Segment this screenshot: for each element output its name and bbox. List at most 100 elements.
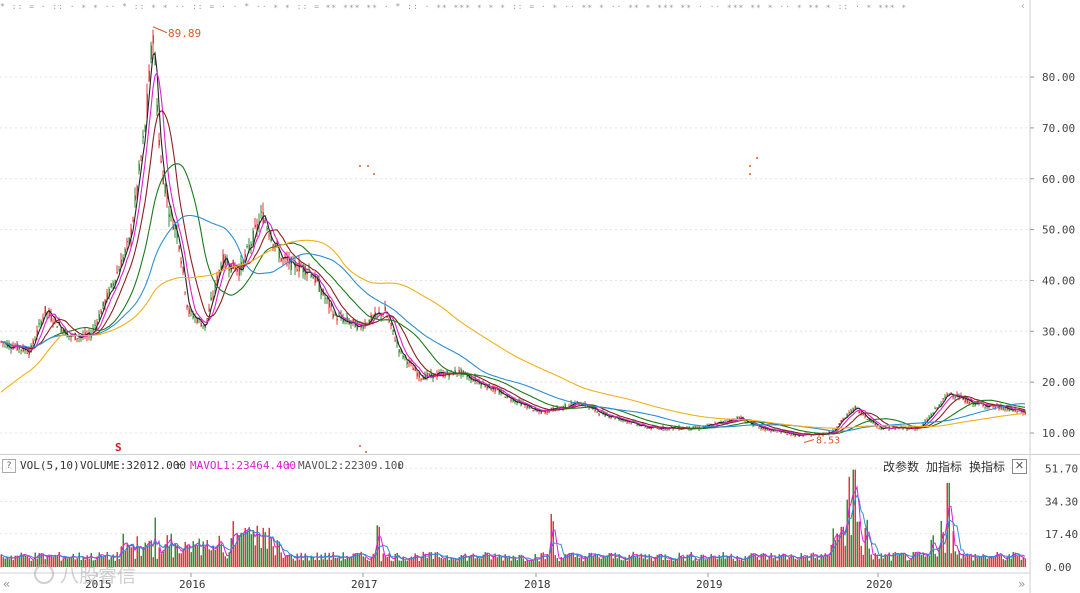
candle-body xyxy=(702,426,704,428)
volume-bar xyxy=(904,553,906,567)
volume-bar xyxy=(22,554,24,567)
ma20-line xyxy=(0,110,1026,436)
volume-bar xyxy=(584,555,586,567)
volume-bar xyxy=(602,555,604,567)
candle-body xyxy=(206,317,208,320)
candle-body xyxy=(110,283,112,288)
scroll-right-icon[interactable]: » xyxy=(1018,577,1025,591)
volume-bar xyxy=(478,558,480,567)
candle-body xyxy=(784,432,786,434)
collapse-icon[interactable]: ‹ xyxy=(1019,1,1027,12)
volume-bar xyxy=(792,555,794,567)
scroll-left-icon[interactable]: « xyxy=(3,577,10,591)
volume-bar xyxy=(110,556,112,567)
volume-bar xyxy=(40,553,42,567)
candle-body xyxy=(140,156,142,158)
volume-bar xyxy=(614,552,616,567)
volume-bar xyxy=(536,558,538,567)
candle-body xyxy=(28,351,30,355)
volume-bar xyxy=(58,551,60,567)
volume-bar xyxy=(386,556,388,567)
volume-bar xyxy=(68,557,70,567)
volume-bar xyxy=(788,557,790,567)
candle-body xyxy=(8,343,10,348)
candle-body xyxy=(76,338,78,340)
volume-bar xyxy=(790,554,792,567)
volume-bar xyxy=(360,551,362,567)
volume-bar xyxy=(166,535,168,567)
candle-body xyxy=(114,280,116,284)
volume-bar xyxy=(204,548,206,567)
candle-body xyxy=(836,426,838,428)
candle-body xyxy=(746,421,748,423)
volume-chart[interactable]: 51.70 34.30 17.40 0.00 2015 2016 2017 2018 2019 2… xyxy=(0,455,1080,593)
help-button[interactable]: ? xyxy=(2,459,16,473)
volume-bar xyxy=(884,554,886,567)
volume-bar xyxy=(208,549,210,567)
volume-bar xyxy=(902,553,904,567)
volume-axis-label: 17.40 xyxy=(1045,528,1078,541)
close-icon[interactable]: ✕ xyxy=(1012,459,1027,474)
volume-bar xyxy=(306,555,308,567)
volume-bar xyxy=(692,560,694,567)
volume-bar xyxy=(656,554,658,567)
candle-body xyxy=(480,382,482,386)
candle-body xyxy=(850,410,852,413)
volume-bar xyxy=(50,555,52,567)
volume-bar xyxy=(894,551,896,567)
price-axis-label: 30.00 xyxy=(1042,325,1075,338)
candle-body xyxy=(2,342,4,344)
add-indicator-button[interactable]: 加指标 xyxy=(926,460,963,474)
volume-bar xyxy=(406,560,408,567)
volume-bar xyxy=(138,547,140,567)
candle-body xyxy=(952,396,954,398)
candle-body xyxy=(1006,407,1008,410)
volume-bar xyxy=(260,547,262,567)
candle-body xyxy=(928,416,930,418)
candle-body xyxy=(692,426,694,429)
volume-bar xyxy=(36,558,38,567)
volume-bar xyxy=(892,553,894,567)
candle-body xyxy=(154,59,156,65)
volume-indicator-header: VOL(5,10) VOLUME:32012.000 ↑ MAVOL1:2346… xyxy=(0,455,1030,477)
candle-body xyxy=(420,378,422,380)
volume-bar xyxy=(612,558,614,567)
change-params-button[interactable]: 改参数 xyxy=(883,460,920,474)
volume-bar xyxy=(402,556,404,567)
volume-bar xyxy=(984,556,986,567)
volume-bar xyxy=(42,554,44,567)
volume-bar xyxy=(540,553,542,567)
volume-bar xyxy=(648,554,650,567)
time-axis-label: 2019 xyxy=(696,578,723,591)
volume-bar xyxy=(1020,559,1022,567)
volume-bar xyxy=(670,557,672,567)
candle-body xyxy=(866,419,868,421)
arrow-down-icon: ↓ xyxy=(396,459,403,472)
volume-bar xyxy=(650,558,652,567)
volume-bar xyxy=(18,557,20,567)
volume-bar xyxy=(972,560,974,567)
marker-dot xyxy=(359,445,361,447)
price-axis-label: 20.00 xyxy=(1042,376,1075,389)
candle-body xyxy=(136,186,138,192)
volume-bar xyxy=(572,552,574,567)
ma5-line xyxy=(0,52,1026,436)
switch-indicator-button[interactable]: 换指标 xyxy=(969,460,1006,474)
volume-bar xyxy=(326,559,328,567)
volume-bar xyxy=(668,559,670,567)
candle-body xyxy=(894,427,896,430)
candlestick-chart[interactable]: 80.00 70.00 60.00 50.00 40.00 30.00 20.00 10.00… xyxy=(0,0,1080,455)
volume-bar xyxy=(348,558,350,567)
volume-bar xyxy=(760,553,762,567)
price-axis-label: 10.00 xyxy=(1042,427,1075,440)
volume-bar xyxy=(120,546,122,567)
volume-bar xyxy=(380,561,382,567)
volume-bar xyxy=(738,559,740,567)
volume-bar xyxy=(46,555,48,567)
volume-bar xyxy=(678,552,680,567)
candle-body xyxy=(278,251,280,259)
volume-bar xyxy=(376,525,378,567)
candle-body xyxy=(880,427,882,430)
candle-body xyxy=(116,272,118,274)
